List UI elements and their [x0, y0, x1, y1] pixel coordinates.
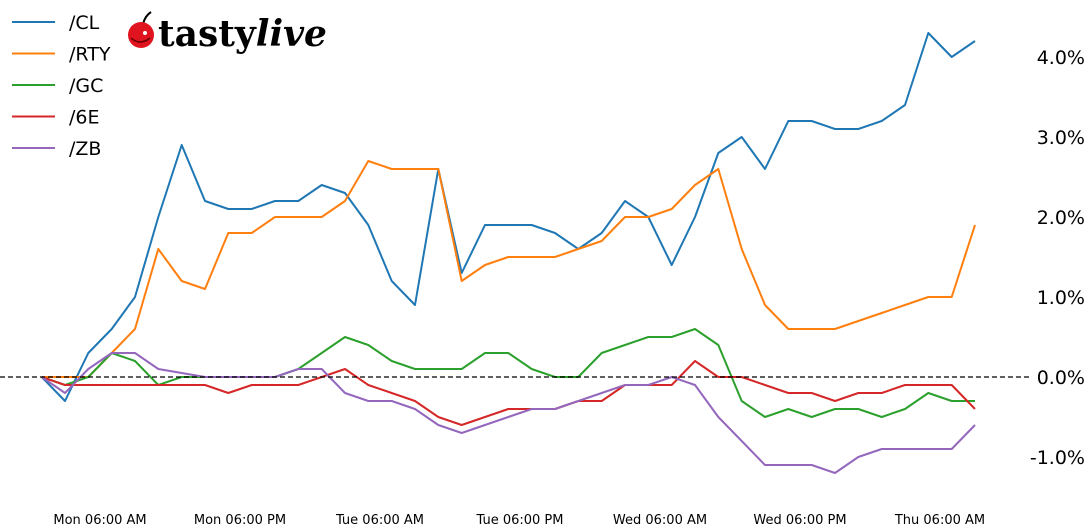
legend-label: /GC	[69, 75, 103, 97]
x-tick-label: Tue 06:00 AM	[335, 513, 424, 528]
series-line-cl	[40, 32, 976, 402]
y-tick-label: 2.0%	[1037, 207, 1085, 229]
legend-label: /6E	[69, 107, 100, 129]
x-axis: Mon 06:00 AM Mon 06:00 PM Tue 06:00 AM Tue …	[53, 513, 985, 528]
y-tick-label: 4.0%	[1037, 47, 1085, 69]
y-axis: -1.0% 0.0% 1.0% 2.0% 3.0% 4.0%	[1030, 47, 1085, 469]
y-tick-label: 0.0%	[1037, 367, 1085, 389]
x-tick-label: Wed 06:00 AM	[613, 513, 707, 528]
series-line-rty	[41, 160, 976, 378]
series-line-6e	[41, 360, 976, 426]
x-tick-label: Thu 06:00 AM	[894, 513, 985, 528]
series-line-gc	[41, 328, 975, 418]
y-tick-label: 3.0%	[1037, 127, 1085, 149]
x-tick-label: Tue 06:00 PM	[476, 513, 564, 528]
y-tick-label: -1.0%	[1030, 447, 1085, 469]
x-tick-label: Mon 06:00 AM	[53, 513, 146, 528]
logo-text-live: live	[256, 13, 327, 55]
legend-label: /ZB	[69, 138, 101, 160]
cherry-icon	[128, 11, 154, 48]
series-line-zb	[41, 352, 976, 474]
legend-label: /CL	[69, 12, 100, 34]
legend-label: /RTY	[69, 44, 111, 66]
tastylive-logo: tastylive	[128, 11, 327, 55]
legend: /CL/RTY/GC/6E/ZB	[12, 12, 111, 160]
y-tick-label: 1.0%	[1037, 287, 1085, 309]
logo-text-tasty: tasty	[158, 13, 257, 55]
x-tick-label: Mon 06:00 PM	[194, 513, 286, 528]
series-lines	[40, 32, 976, 474]
svg-text:tastylive: tastylive	[158, 13, 327, 55]
x-tick-label: Wed 06:00 PM	[753, 513, 846, 528]
